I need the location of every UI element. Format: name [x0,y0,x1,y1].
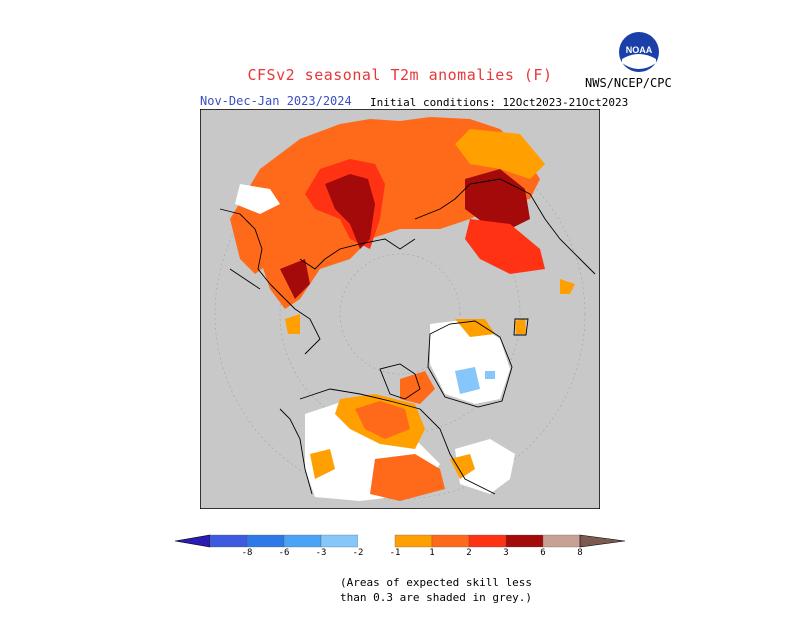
logo-text: NOAA [626,45,653,55]
colorbar-arrow-right [579,534,626,548]
colorbar-tick-label: -8 [241,548,253,558]
colorbar-tick-label: -1 [389,548,401,558]
north-america-anomalies [305,319,526,501]
anomaly-colorbar [174,534,626,548]
season-label: Nov-Dec-Jan 2023/2024 [200,94,352,108]
colorbar-tick-label: -2 [352,548,364,558]
colorbar-box [431,534,470,548]
chart-title: CFSv2 seasonal T2m anomalies (F) [247,66,553,84]
colorbar-box [505,534,544,548]
colorbar-tick-label: -6 [278,548,290,558]
skill-note-line2: than 0.3 are shaded in grey.) [340,591,533,604]
colorbar-box [246,534,285,548]
noaa-logo-icon: NOAA [619,32,659,72]
colorbar-tick-label: -3 [315,548,327,558]
anomaly-map [200,109,600,509]
colorbar-box [394,534,433,548]
colorbar-box [358,535,395,547]
colorbar-tick-label: 6 [540,548,546,558]
colorbar-box [468,534,507,548]
eurasia-anomalies [230,117,575,334]
colorbar-box [209,534,248,548]
colorbar-arrow-left [174,534,211,548]
colorbar-box [320,534,359,548]
agency-label: NWS/NCEP/CPC [585,76,672,90]
skill-note-line1: (Areas of expected skill less [340,576,533,589]
colorbar-tick-label: 3 [503,548,509,558]
colorbar-box [542,534,581,548]
coastlines [219,178,596,495]
colorbar-tick-label: 1 [429,548,435,558]
initial-conditions-label: Initial conditions: 12Oct2023-21Oct2023 [370,96,629,109]
colorbar-tick-label: 2 [466,548,472,558]
colorbar-box [283,534,322,548]
colorbar-tick-label: 8 [577,548,583,558]
